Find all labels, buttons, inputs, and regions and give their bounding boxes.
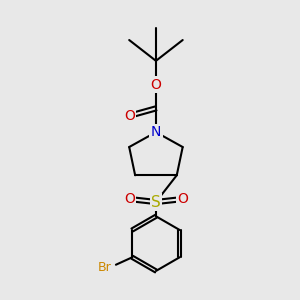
Text: Br: Br	[98, 261, 112, 274]
Text: O: O	[124, 192, 135, 206]
Text: S: S	[151, 194, 161, 209]
Text: O: O	[151, 78, 161, 92]
Text: O: O	[177, 192, 188, 206]
Text: O: O	[124, 109, 135, 123]
Text: N: N	[151, 125, 161, 139]
